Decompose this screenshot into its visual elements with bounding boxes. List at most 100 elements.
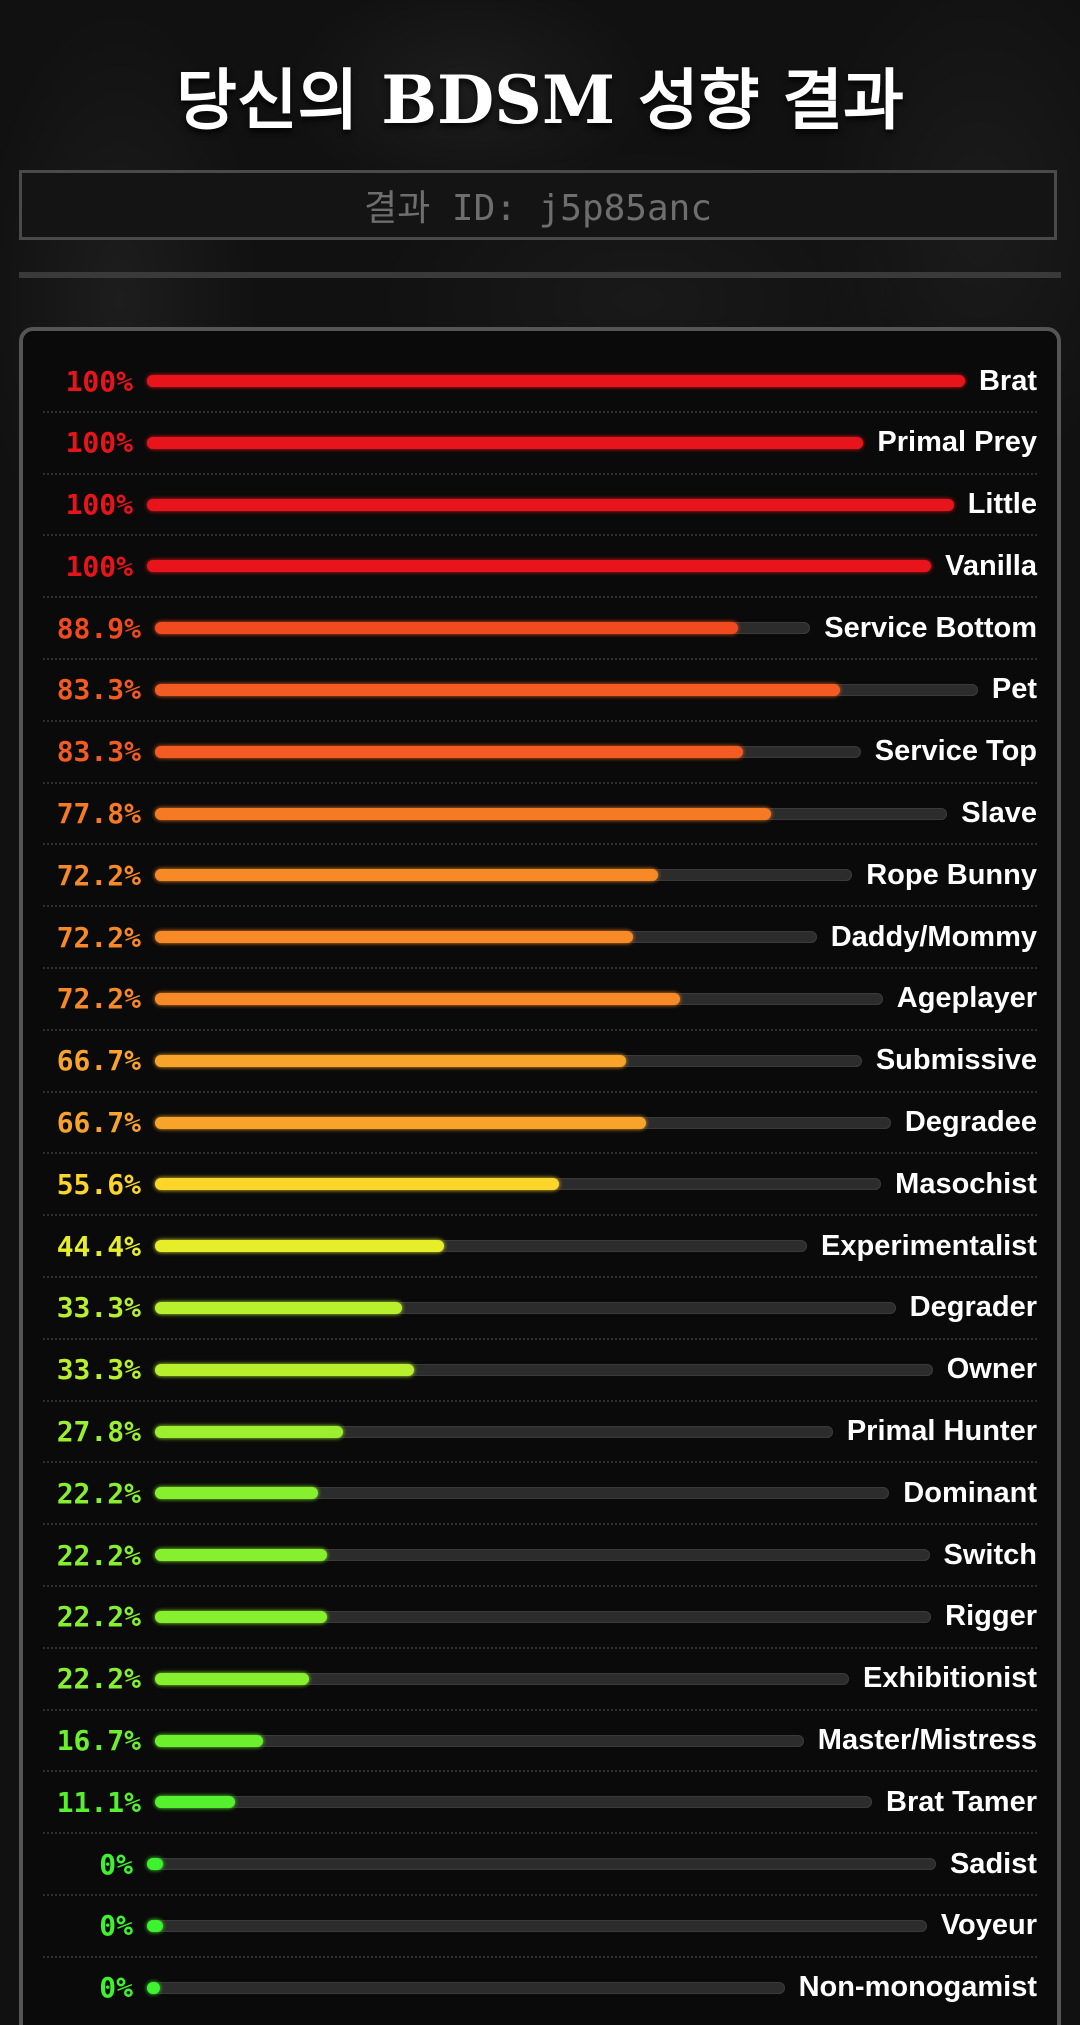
result-bar-fill	[155, 1549, 327, 1562]
result-bar-fill	[155, 1734, 264, 1747]
result-percent: 0%	[99, 1909, 133, 1943]
result-bar-fill	[155, 807, 772, 820]
result-percent: 72.2%	[56, 858, 141, 892]
result-bar-track	[155, 1610, 932, 1623]
result-row: 16.7% Master/Mistress	[43, 1711, 1037, 1773]
result-row: 77.8% Slave	[43, 784, 1037, 846]
result-percent: 88.9%	[56, 611, 141, 645]
result-label: Degrader	[909, 1291, 1037, 1324]
result-percent: 100%	[65, 488, 133, 522]
result-row: 66.7% Submissive	[43, 1031, 1037, 1093]
result-label: Primal Hunter	[846, 1415, 1037, 1448]
result-row: 72.2% Daddy/Mommy	[43, 907, 1037, 969]
result-bar-track	[155, 1796, 873, 1809]
result-bar-track	[155, 869, 853, 882]
result-row: 22.2% Exhibitionist	[43, 1649, 1037, 1711]
result-label: Rigger	[945, 1600, 1037, 1633]
result-row: 11.1% Brat Tamer	[43, 1772, 1037, 1835]
result-label: Service Bottom	[824, 611, 1037, 644]
result-bar-track	[155, 1116, 891, 1129]
results-panel: 100% Brat 100% Primal Prey 100% Little 100% Van…	[19, 327, 1061, 2025]
result-label: Brat Tamer	[886, 1785, 1037, 1818]
result-row: 83.3% Service Top	[43, 722, 1037, 784]
result-bar-track	[147, 375, 965, 387]
result-bar-fill	[147, 560, 932, 573]
result-label: Service Top	[874, 735, 1037, 768]
result-percent: 66.7%	[56, 1106, 141, 1140]
result-bar-fill	[155, 1054, 627, 1067]
result-bar-track	[155, 1549, 930, 1562]
result-bar-track	[155, 931, 817, 944]
result-label: Exhibitionist	[863, 1662, 1037, 1695]
result-row: 83.3% Pet	[43, 660, 1037, 722]
result-percent: 72.2%	[56, 920, 141, 954]
result-bar-fill	[155, 1116, 646, 1129]
result-bar-track	[155, 992, 883, 1005]
result-row: 100% Vanilla	[43, 536, 1037, 599]
result-row: 100% Primal Prey	[43, 413, 1037, 475]
result-bar-fill	[147, 1919, 163, 1932]
result-label: Vanilla	[945, 549, 1037, 582]
result-label: Master/Mistress	[817, 1724, 1037, 1757]
result-bar-track	[155, 1301, 896, 1314]
result-bar-fill	[155, 622, 738, 635]
result-bar-track	[147, 1919, 927, 1932]
result-bar-track	[155, 683, 978, 696]
result-bar-track	[147, 436, 864, 449]
result-row: 55.6% Masochist	[43, 1154, 1037, 1217]
result-percent: 72.2%	[56, 982, 141, 1016]
result-id-box: 결과 ID: j5p85anc	[19, 170, 1057, 240]
result-percent: 44.4%	[56, 1229, 141, 1263]
results-list: 100% Brat 100% Primal Prey 100% Little 100% Van…	[43, 351, 1037, 2020]
page-title: 당신의 BDSM 성향 결과	[176, 61, 904, 139]
result-label: Slave	[961, 797, 1037, 830]
result-bar-track	[147, 560, 932, 573]
result-percent: 100%	[65, 549, 133, 583]
result-row: 100% Brat	[43, 351, 1037, 413]
result-bar-fill	[155, 1796, 235, 1809]
result-bar-fill	[155, 1610, 328, 1623]
result-bar-track	[155, 1425, 833, 1438]
result-bar-track	[155, 745, 861, 758]
result-row: 22.2% Rigger	[43, 1587, 1037, 1649]
result-bar-fill	[147, 375, 965, 387]
result-label: Rope Bunny	[866, 858, 1037, 891]
result-row: 72.2% Rope Bunny	[43, 845, 1037, 908]
result-label: Daddy/Mommy	[830, 920, 1037, 953]
result-bar-track	[155, 1240, 808, 1253]
result-label: Brat	[978, 364, 1037, 397]
result-percent: 100%	[65, 364, 133, 398]
result-bar-track	[147, 498, 954, 511]
result-row: 33.3% Owner	[43, 1340, 1037, 1402]
result-bar-track	[155, 807, 948, 820]
result-percent: 27.8%	[56, 1415, 141, 1449]
result-bar-fill	[155, 1487, 318, 1500]
result-bar-fill	[155, 1363, 414, 1376]
result-percent: 77.8%	[56, 797, 141, 831]
result-bar-fill	[155, 745, 743, 758]
result-percent: 0%	[99, 1847, 133, 1881]
result-bar-fill	[155, 1425, 344, 1438]
result-label: Non-monogamist	[798, 1971, 1037, 2004]
result-label: Switch	[943, 1538, 1037, 1571]
result-bar-fill	[147, 436, 864, 449]
result-bar-fill	[155, 683, 841, 696]
result-bar-fill	[155, 1301, 402, 1314]
result-row: 0% Non-monogamist	[43, 1958, 1037, 2020]
result-row: 44.4% Experimentalist	[43, 1216, 1037, 1278]
result-row: 22.2% Switch	[43, 1525, 1037, 1587]
result-bar-fill	[155, 1240, 445, 1253]
result-bar-track	[155, 1672, 849, 1685]
result-percent: 22.2%	[56, 1476, 141, 1510]
result-label: Owner	[946, 1353, 1037, 1386]
result-label: Submissive	[875, 1044, 1037, 1077]
result-row: 66.7% Degradee	[43, 1093, 1037, 1155]
result-row: 27.8% Primal Hunter	[43, 1402, 1037, 1464]
result-percent: 83.3%	[56, 673, 141, 707]
divider	[19, 272, 1061, 278]
result-bar-fill	[155, 931, 633, 944]
result-row: 22.2% Dominant	[43, 1463, 1037, 1526]
header: 당신의 BDSM 성향 결과 결과 ID: j5p85anc	[0, 0, 1080, 330]
result-row: 33.3% Degrader	[43, 1278, 1037, 1340]
result-percent: 83.3%	[56, 735, 141, 769]
